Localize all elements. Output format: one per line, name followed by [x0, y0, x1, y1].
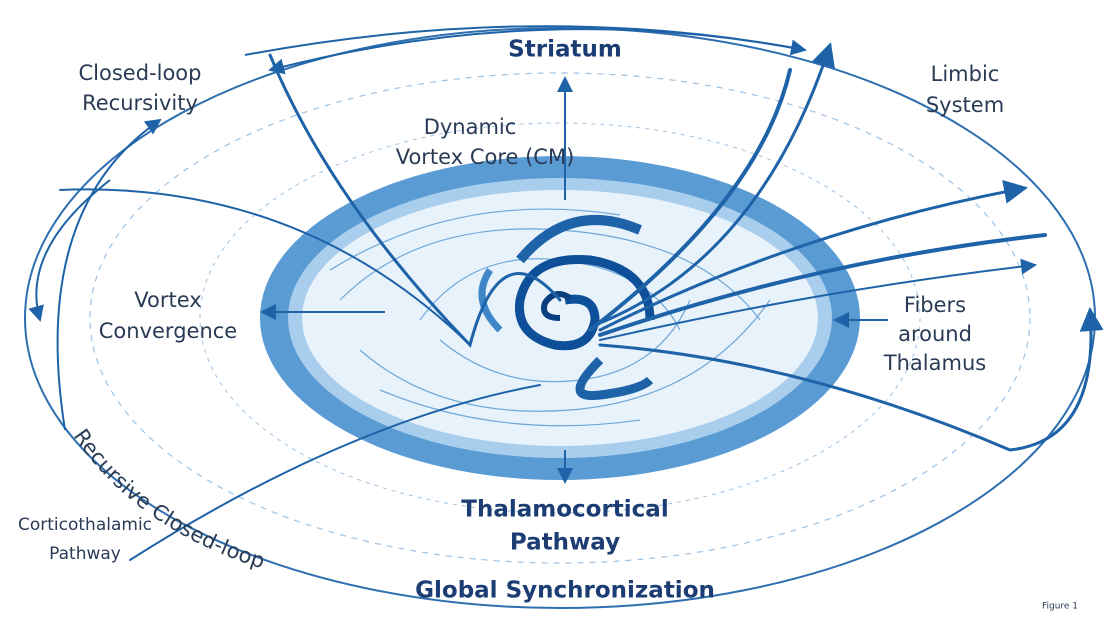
closed-loop: Closed-loop — [79, 61, 202, 85]
striatum: Striatum — [508, 37, 622, 63]
figure-label: Figure 1 — [1042, 602, 1078, 612]
global: Global Synchronization — [415, 578, 715, 604]
core-label: Dynamic — [424, 115, 517, 139]
thalamocortical: Thalamocortical — [461, 497, 668, 523]
pointers — [260, 76, 888, 484]
thalamocortical: Pathway — [510, 530, 620, 556]
fibers-label: Thalamus — [883, 351, 986, 375]
swirl — [329, 208, 771, 427]
limbic: System — [926, 93, 1004, 117]
corticothalamic: Corticothalamic — [18, 515, 152, 535]
fibers-label: Fibers — [904, 293, 966, 317]
core-label: Vortex Core (CM) — [396, 145, 575, 169]
convergence: Convergence — [99, 319, 237, 343]
fibers-label: around — [898, 322, 972, 346]
limbic: Limbic — [931, 62, 1000, 86]
fibers — [28, 25, 1104, 561]
closed-loop: Recursivity — [82, 91, 198, 115]
convergence: Vortex — [134, 288, 201, 312]
corticothalamic: Pathway — [49, 544, 121, 564]
